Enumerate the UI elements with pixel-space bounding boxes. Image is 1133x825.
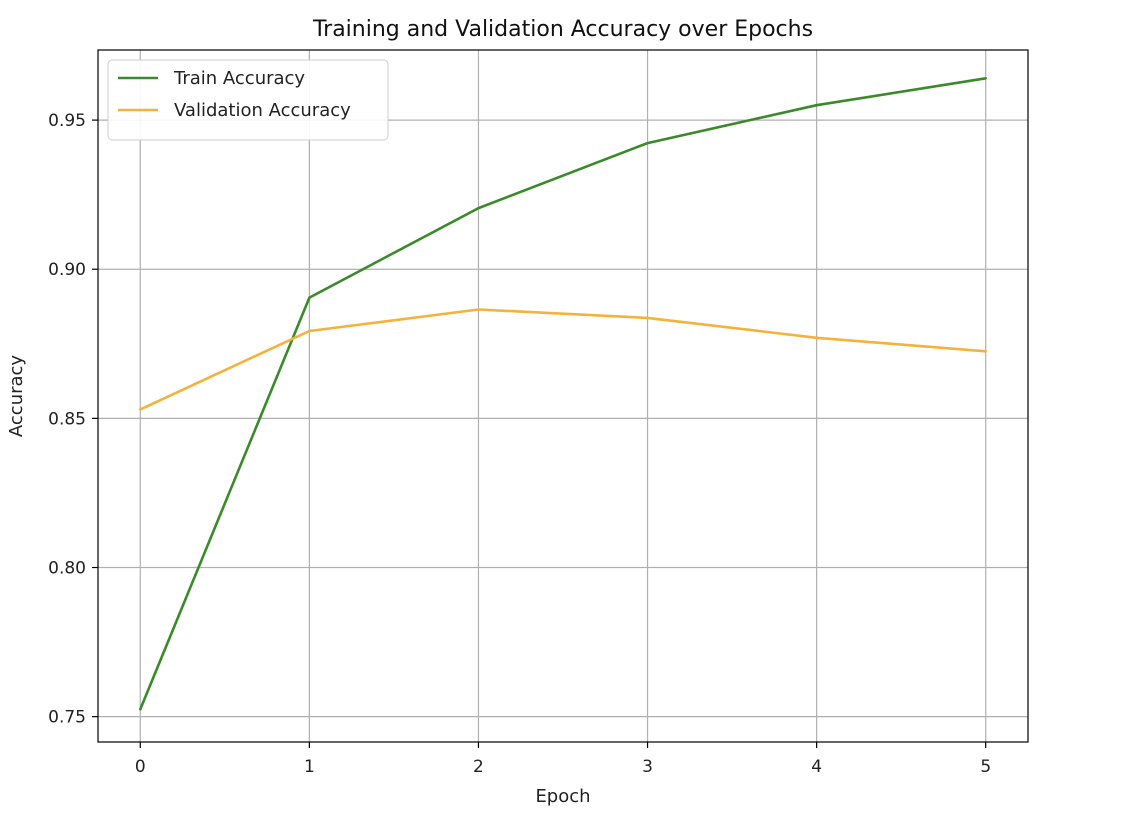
x-tick-label: 3	[642, 757, 653, 777]
axis-ticks: 0 1 2 3 4 5 0.75 0.80 0.85 0.90 0.95	[48, 111, 991, 777]
y-tick-label: 0.85	[48, 409, 86, 429]
x-tick-label: 1	[304, 757, 315, 777]
y-tick-label: 0.90	[48, 260, 86, 280]
series-lines	[139, 77, 988, 711]
series-line-validation	[139, 308, 988, 411]
y-tick-label: 0.95	[48, 111, 86, 131]
series-line-train	[139, 77, 988, 711]
y-axis-label: Accuracy	[6, 355, 27, 438]
legend-box	[107, 59, 389, 141]
chart-title: Training and Validation Accuracy over Ep…	[312, 17, 813, 42]
y-tick-label: 0.75	[48, 708, 86, 728]
legend-label-validation: Validation Accuracy	[174, 100, 351, 121]
x-axis-label: Epoch	[535, 786, 590, 807]
plot-frame	[97, 49, 1029, 743]
x-tick-label: 5	[980, 757, 991, 777]
x-tick-label: 0	[135, 757, 146, 777]
y-tick-label: 0.80	[48, 559, 86, 579]
legend: Train Accuracy Validation Accuracy	[107, 59, 389, 141]
x-tick-label: 2	[473, 757, 484, 777]
legend-label-train: Train Accuracy	[173, 68, 305, 89]
x-tick-label: 4	[811, 757, 822, 777]
grid-lines	[98, 50, 1028, 742]
